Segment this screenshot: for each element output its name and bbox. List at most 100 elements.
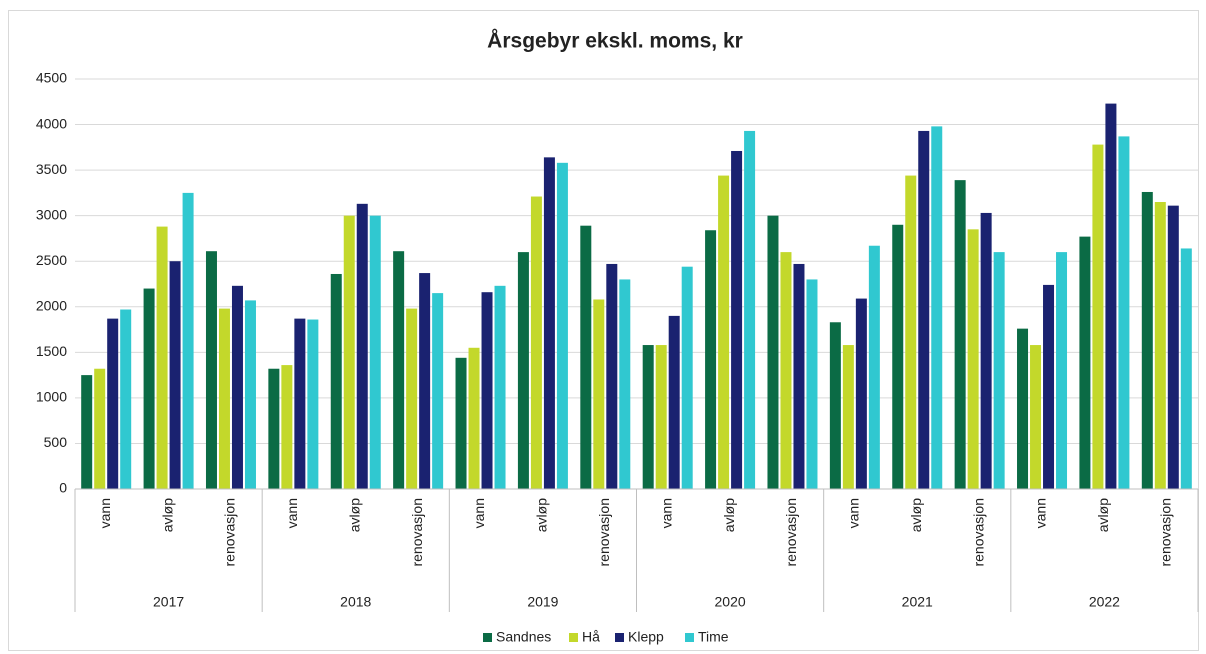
x-tick-label: vann [97, 498, 113, 528]
bar [94, 368, 106, 489]
x-tick-label: avløp [1095, 498, 1111, 532]
bar [980, 212, 992, 489]
bar [231, 285, 243, 489]
bar [842, 345, 854, 489]
bar [81, 375, 93, 489]
group-label: 2017 [153, 594, 184, 610]
x-tick-label: avløp [346, 498, 362, 532]
bar [556, 162, 568, 490]
group-label: 2019 [527, 594, 558, 610]
bar [806, 279, 818, 489]
y-tick-label: 2000 [36, 297, 67, 313]
legend-swatch [615, 633, 624, 642]
bar [829, 322, 841, 489]
bar [1030, 345, 1042, 489]
bar [731, 150, 743, 489]
x-tick-label: renovasjon [970, 498, 986, 567]
bar [330, 273, 342, 489]
bar [294, 318, 306, 489]
bar [1167, 205, 1179, 489]
x-tick-label: vann [846, 498, 862, 528]
chart-title: Årsgebyr ekskl. moms, kr [487, 29, 743, 53]
bar [705, 230, 717, 489]
bar [718, 175, 730, 490]
bar [619, 279, 631, 489]
y-tick-label: 0 [59, 480, 67, 496]
bar [307, 319, 319, 489]
bar [356, 203, 368, 490]
bar [1056, 252, 1068, 489]
bar [655, 345, 667, 489]
bar [369, 215, 381, 489]
bar [892, 224, 904, 489]
bar [543, 157, 555, 489]
y-tick-label: 3000 [36, 206, 67, 222]
group-label: 2021 [902, 594, 933, 610]
group-label: 2020 [715, 594, 746, 610]
bar [432, 293, 444, 489]
group-label: 2022 [1089, 594, 1120, 610]
legend-label: Sandnes [496, 629, 551, 645]
bar [1154, 202, 1166, 489]
bar [481, 292, 493, 489]
bar [1043, 284, 1055, 489]
bar [993, 252, 1005, 489]
bar [244, 300, 256, 489]
x-tick-label: renovasjon [783, 498, 799, 567]
bar [681, 266, 693, 489]
y-tick-label: 4500 [36, 70, 67, 86]
bar [606, 263, 618, 489]
x-tick-label: avløp [908, 498, 924, 532]
x-tick-label: vann [1033, 498, 1049, 528]
bar [143, 288, 155, 489]
x-tick-label: vann [471, 498, 487, 528]
bar [281, 365, 293, 489]
bar [268, 368, 280, 489]
bar [580, 225, 592, 489]
bar [1180, 248, 1192, 489]
bar [393, 251, 405, 489]
bar [1079, 236, 1091, 489]
bar [468, 347, 480, 489]
y-tick-label: 4000 [36, 115, 67, 131]
bar [767, 215, 779, 489]
bar [855, 298, 867, 489]
y-tick-label: 500 [44, 434, 68, 450]
bar [156, 226, 168, 489]
x-tick-label: vann [284, 498, 300, 528]
bar [668, 315, 680, 489]
x-tick-label: renovasjon [1158, 498, 1174, 567]
bar [1141, 191, 1153, 489]
bar [107, 318, 119, 489]
bar [406, 308, 418, 489]
x-tick-label: renovasjon [222, 498, 238, 567]
bar [1118, 136, 1130, 489]
bar [1092, 144, 1104, 489]
legend-label: Klepp [628, 629, 664, 645]
bar [918, 130, 930, 489]
bar [1017, 328, 1029, 489]
bar [905, 175, 917, 490]
legend-label: Time [698, 629, 729, 645]
bar [744, 130, 756, 489]
x-tick-label: avløp [721, 498, 737, 532]
y-tick-label: 2500 [36, 252, 67, 268]
x-tick-label: renovasjon [409, 498, 425, 567]
x-tick-label: avløp [159, 498, 175, 532]
y-tick-label: 3500 [36, 161, 67, 177]
legend-swatch [483, 633, 492, 642]
bar [517, 252, 529, 489]
bar [494, 285, 506, 489]
bar [182, 192, 194, 489]
bar [1105, 103, 1117, 489]
bar [343, 215, 355, 489]
x-tick-label: vann [658, 498, 674, 528]
bar [954, 180, 966, 489]
legend-label: Hå [582, 629, 600, 645]
bar [793, 263, 805, 489]
bar [780, 252, 792, 489]
bar [593, 299, 605, 489]
bar [868, 245, 880, 489]
y-tick-label: 1500 [36, 343, 67, 359]
